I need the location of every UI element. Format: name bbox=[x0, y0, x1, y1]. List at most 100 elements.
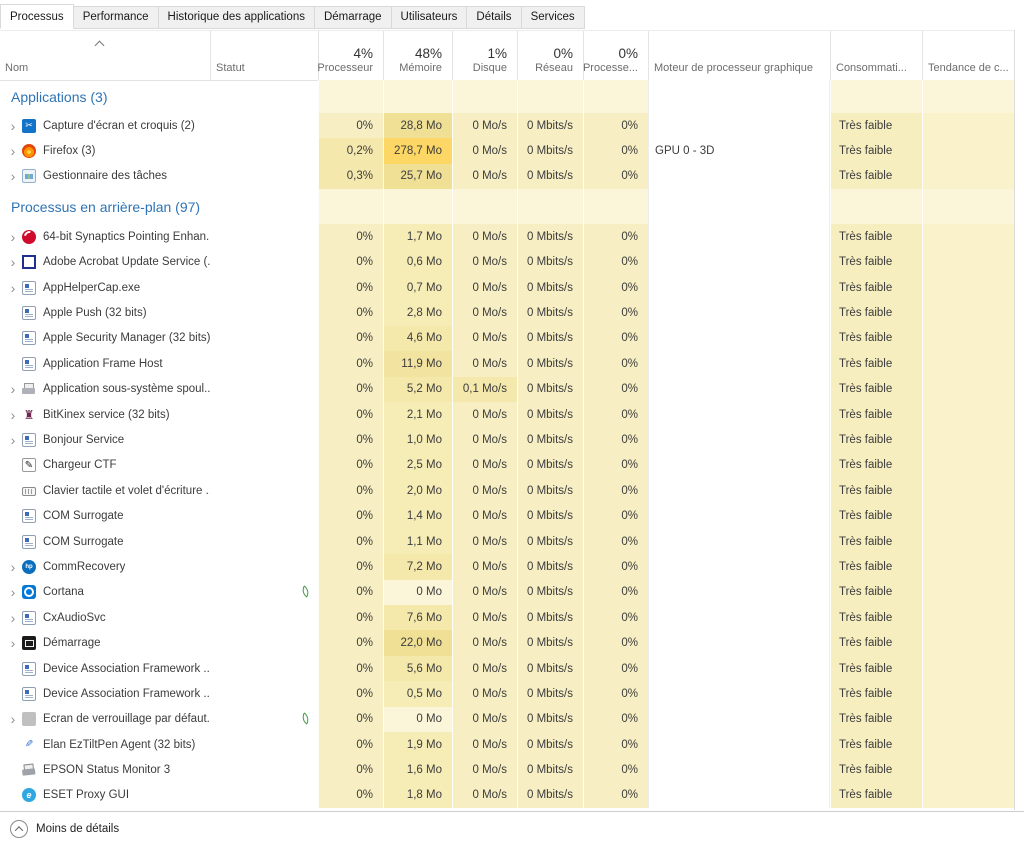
expand-chevron-icon[interactable]: › bbox=[4, 144, 22, 158]
power-usage-cell: Très faible bbox=[830, 224, 922, 249]
expand-chevron-icon[interactable]: › bbox=[4, 119, 22, 133]
process-row[interactable]: ›Apple Push (32 bits)0%2,8 Mo0 Mo/s0 Mbi… bbox=[0, 300, 1014, 325]
statut-cell bbox=[210, 427, 318, 452]
gpu-percent-cell: 0% bbox=[583, 732, 648, 757]
power-usage-cell: Très faible bbox=[830, 402, 922, 427]
expand-chevron-icon[interactable]: › bbox=[4, 611, 22, 625]
disk-cell: 0 Mo/s bbox=[452, 554, 517, 579]
disk-cell: 0 Mo/s bbox=[452, 605, 517, 630]
disk-cell: 0 Mo/s bbox=[452, 478, 517, 503]
cpu-cell: 0% bbox=[318, 300, 383, 325]
disk-cell: 0 Mo/s bbox=[452, 453, 517, 478]
process-row[interactable]: ›ESET Proxy GUI0%1,8 Mo0 Mo/s0 Mbits/s0%… bbox=[0, 783, 1014, 808]
expand-chevron-icon[interactable]: › bbox=[4, 408, 22, 422]
column-header-reseau[interactable]: 0% Réseau bbox=[517, 31, 583, 80]
expand-chevron-icon[interactable]: › bbox=[4, 712, 22, 726]
disk-cell: 0 Mo/s bbox=[452, 707, 517, 732]
adobe-icon bbox=[22, 255, 36, 269]
process-row[interactable]: ›Adobe Acrobat Update Service (...0%0,6 … bbox=[0, 250, 1014, 275]
column-header-processeur-graphique[interactable]: 0% Processe... bbox=[583, 31, 648, 80]
gpu-percent-cell: 0% bbox=[583, 250, 648, 275]
tab-performance[interactable]: Performance bbox=[74, 6, 159, 29]
expand-chevron-icon[interactable]: › bbox=[4, 169, 22, 183]
firefox-icon bbox=[22, 144, 36, 158]
network-cell: 0 Mbits/s bbox=[517, 164, 583, 189]
cpu-cell: 0% bbox=[318, 224, 383, 249]
expand-chevron-icon[interactable]: › bbox=[4, 585, 22, 599]
process-row[interactable]: ›Gestionnaire des tâches0,3%25,7 Mo0 Mo/… bbox=[0, 164, 1014, 189]
process-name: CxAudioSvc bbox=[43, 612, 106, 624]
process-name: COM Surrogate bbox=[43, 536, 124, 548]
expand-chevron-icon[interactable]: › bbox=[4, 636, 22, 650]
cpu-cell: 0% bbox=[318, 478, 383, 503]
process-row[interactable]: ›Clavier tactile et volet d'écriture ...… bbox=[0, 478, 1014, 503]
disk-cell: 0 Mo/s bbox=[452, 503, 517, 528]
process-row[interactable]: ›COM Surrogate0%1,1 Mo0 Mo/s0 Mbits/s0%T… bbox=[0, 529, 1014, 554]
tab-historique-des-applications[interactable]: Historique des applications bbox=[159, 6, 315, 29]
network-cell: 0 Mbits/s bbox=[517, 503, 583, 528]
column-header-moteur-gpu[interactable]: Moteur de processeur graphique bbox=[648, 31, 830, 80]
process-row[interactable]: ›CommRecovery0%7,2 Mo0 Mo/s0 Mbits/s0%Tr… bbox=[0, 554, 1014, 579]
process-row[interactable]: ›Application Frame Host0%11,9 Mo0 Mo/s0 … bbox=[0, 351, 1014, 376]
process-row[interactable]: ›BitKinex service (32 bits)0%2,1 Mo0 Mo/… bbox=[0, 402, 1014, 427]
process-row[interactable]: ›Démarrage0%22,0 Mo0 Mo/s0 Mbits/s0%Très… bbox=[0, 630, 1014, 655]
column-header-memoire[interactable]: 48% Mémoire bbox=[383, 31, 452, 80]
generic-exe-icon bbox=[22, 662, 36, 676]
process-row[interactable]: ›Application sous-système spoul...0%5,2 … bbox=[0, 377, 1014, 402]
process-group-header[interactable]: Processus en arrière-plan (97) bbox=[0, 189, 1014, 224]
expand-chevron-icon[interactable]: › bbox=[4, 255, 22, 269]
process-row[interactable]: ›64-bit Synaptics Pointing Enhan...0%1,7… bbox=[0, 224, 1014, 249]
column-header-statut[interactable]: Statut bbox=[210, 31, 318, 80]
process-table-body: Applications (3)›Capture d'écran et croq… bbox=[0, 80, 1014, 810]
process-row[interactable]: ›Device Association Framework ...0%5,6 M… bbox=[0, 656, 1014, 681]
process-row[interactable]: ›Chargeur CTF0%2,5 Mo0 Mo/s0 Mbits/s0%Tr… bbox=[0, 453, 1014, 478]
memory-cell: 0 Mo bbox=[383, 580, 452, 605]
process-row[interactable]: ›Cortana0%0 Mo0 Mo/s0 Mbits/s0%Très faib… bbox=[0, 580, 1014, 605]
column-header-disque[interactable]: 1% Disque bbox=[452, 31, 517, 80]
tab-processus[interactable]: Processus bbox=[0, 4, 74, 29]
tab-details[interactable]: Détails bbox=[467, 6, 521, 29]
process-row[interactable]: ›AppHelperCap.exe0%0,7 Mo0 Mo/s0 Mbits/s… bbox=[0, 275, 1014, 300]
process-row[interactable]: ›Device Association Framework ...0%0,5 M… bbox=[0, 681, 1014, 706]
statut-cell bbox=[210, 164, 318, 189]
gpu-percent-cell: 0% bbox=[583, 630, 648, 655]
expand-chevron-icon[interactable]: › bbox=[4, 433, 22, 447]
process-row[interactable]: ›Apple Security Manager (32 bits)0%4,6 M… bbox=[0, 326, 1014, 351]
process-row[interactable]: ›EPSON Status Monitor 30%1,6 Mo0 Mo/s0 M… bbox=[0, 757, 1014, 782]
tab-demarrage[interactable]: Démarrage bbox=[315, 6, 392, 29]
column-header-tendance[interactable]: Tendance de c... bbox=[922, 31, 1014, 80]
column-header-nom[interactable]: Nom bbox=[0, 31, 210, 80]
network-cell: 0 Mbits/s bbox=[517, 377, 583, 402]
column-header-consommation[interactable]: Consommati... bbox=[830, 31, 922, 80]
cpu-cell: 0% bbox=[318, 732, 383, 757]
cpu-cell: 0% bbox=[318, 757, 383, 782]
memory-cell: 28,8 Mo bbox=[383, 113, 452, 138]
process-row[interactable]: ›Elan EzTiltPen Agent (32 bits)0%1,9 Mo0… bbox=[0, 732, 1014, 757]
process-row[interactable]: ›Écran de verrouillage par défaut...0%0 … bbox=[0, 707, 1014, 732]
power-trend-cell bbox=[922, 503, 1014, 528]
gpu-percent-cell: 0% bbox=[583, 580, 648, 605]
expand-chevron-icon[interactable]: › bbox=[4, 382, 22, 396]
column-header-processeur[interactable]: 4% Processeur bbox=[318, 31, 383, 80]
process-row[interactable]: ›Capture d'écran et croquis (2)0%28,8 Mo… bbox=[0, 113, 1014, 138]
network-cell: 0 Mbits/s bbox=[517, 453, 583, 478]
disk-cell: 0 Mo/s bbox=[452, 529, 517, 554]
process-row[interactable]: ›Bonjour Service0%1,0 Mo0 Mo/s0 Mbits/s0… bbox=[0, 427, 1014, 452]
process-name: Apple Security Manager (32 bits) bbox=[43, 332, 210, 344]
process-row[interactable]: ›CxAudioSvc0%7,6 Mo0 Mo/s0 Mbits/s0%Très… bbox=[0, 605, 1014, 630]
expand-chevron-icon[interactable]: › bbox=[4, 560, 22, 574]
process-row[interactable]: ›COM Surrogate0%1,4 Mo0 Mo/s0 Mbits/s0%T… bbox=[0, 503, 1014, 528]
expand-chevron-icon[interactable]: › bbox=[4, 230, 22, 244]
expand-chevron-icon[interactable]: › bbox=[4, 281, 22, 295]
details-toggle-button[interactable]: Moins de détails bbox=[0, 811, 1024, 846]
power-trend-cell bbox=[922, 224, 1014, 249]
power-usage-cell: Très faible bbox=[830, 707, 922, 732]
tab-utilisateurs[interactable]: Utilisateurs bbox=[392, 6, 468, 29]
power-usage-cell: Très faible bbox=[830, 529, 922, 554]
power-trend-cell bbox=[922, 453, 1014, 478]
process-group-header[interactable]: Applications (3) bbox=[0, 80, 1014, 113]
power-usage-cell: Très faible bbox=[830, 427, 922, 452]
vertical-scrollbar-track[interactable] bbox=[1014, 30, 1024, 810]
process-row[interactable]: ›Firefox (3)0,2%278,7 Mo0 Mo/s0 Mbits/s0… bbox=[0, 138, 1014, 163]
tab-services[interactable]: Services bbox=[522, 6, 585, 29]
